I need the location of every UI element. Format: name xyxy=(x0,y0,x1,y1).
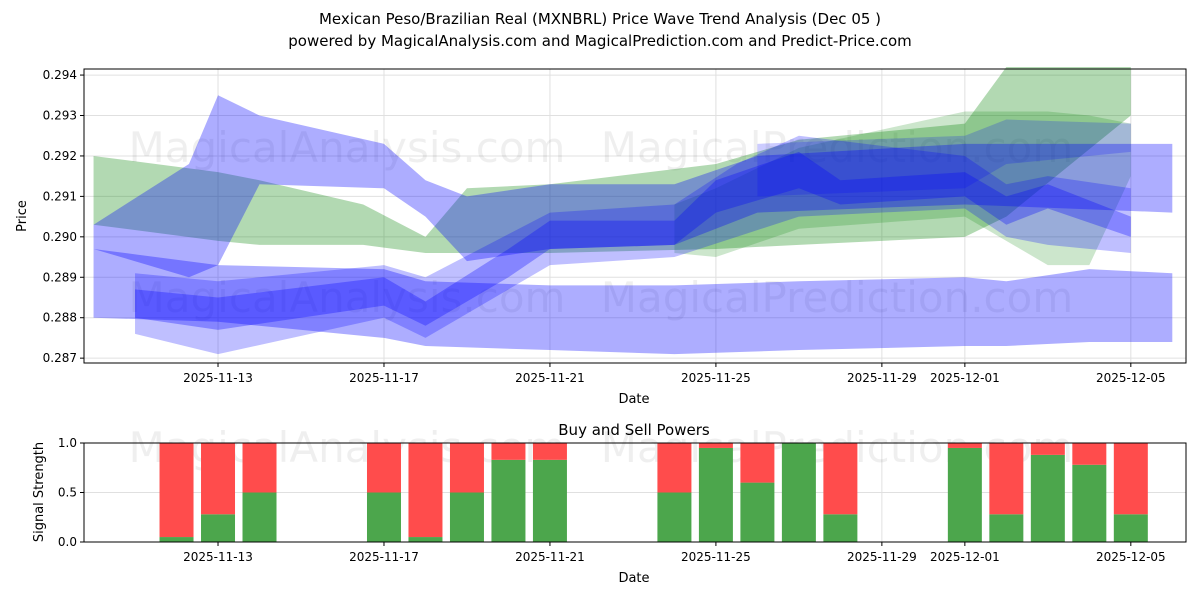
y-tick-label: 0.0 xyxy=(58,535,77,549)
x-tick-label: 2025-12-01 xyxy=(930,371,1000,385)
buy-bar xyxy=(159,537,194,542)
sell-bar xyxy=(989,443,1024,515)
x-tick-label: 2025-11-21 xyxy=(515,371,585,385)
sell-bar xyxy=(823,443,858,515)
sell-bar xyxy=(408,443,443,538)
buy-bar xyxy=(449,492,484,542)
watermark: MagicalPrediction.com xyxy=(601,123,1074,172)
y-tick-label: 0.291 xyxy=(43,189,77,203)
x-tick-label: 2025-12-05 xyxy=(1096,550,1166,564)
buy-bar xyxy=(947,447,982,542)
y-tick-label: 0.289 xyxy=(43,270,77,284)
buy-sell-title: Buy and Sell Powers xyxy=(558,421,710,439)
sell-bar xyxy=(532,443,567,460)
sell-bar xyxy=(159,443,194,538)
watermark: MagicalAnalysis.com xyxy=(129,123,566,172)
sell-bar xyxy=(491,443,526,460)
buy-bar xyxy=(201,514,236,542)
buy-bar xyxy=(1030,454,1065,542)
sell-bar xyxy=(449,443,484,493)
blue-wave-5-band xyxy=(757,119,1131,197)
x-tick-label: 2025-11-29 xyxy=(847,371,917,385)
buy-bar xyxy=(989,514,1024,542)
blue-wave-1-band xyxy=(93,95,1173,278)
sell-bar xyxy=(947,443,982,448)
buy-bar xyxy=(242,492,277,542)
x-tick-label: 2025-11-25 xyxy=(681,550,751,564)
sell-bar xyxy=(657,443,692,493)
sell-bar xyxy=(698,443,733,448)
y-axis-label: Price xyxy=(15,200,30,232)
watermark: MagicalPrediction.com xyxy=(601,273,1074,322)
x-tick-label: 2025-11-17 xyxy=(349,371,419,385)
buy-bar xyxy=(408,537,443,542)
sell-bar xyxy=(1072,443,1107,465)
y-tick-label: 0.288 xyxy=(43,311,77,325)
green-trend-2-band xyxy=(674,111,1131,266)
watermark: MagicalAnalysis.com xyxy=(129,273,566,322)
buy-bar xyxy=(532,459,567,542)
y-tick-label: 1.0 xyxy=(58,436,77,450)
buy-bar xyxy=(698,447,733,542)
x-tick-label: 2025-11-25 xyxy=(681,371,751,385)
chart-title: Mexican Peso/Brazilian Real (MXNBRL) Pri… xyxy=(318,10,882,28)
y-tick-label: 0.294 xyxy=(43,68,77,82)
sell-bar xyxy=(1030,443,1065,455)
buy-bar xyxy=(1113,514,1148,542)
x-tick-label: 2025-11-13 xyxy=(183,550,253,564)
sell-bar xyxy=(201,443,236,515)
buy-bar xyxy=(1072,464,1107,542)
y-tick-label: 0.287 xyxy=(43,351,77,365)
blue-wave-2-band xyxy=(93,248,1173,355)
y-tick-label: 0.292 xyxy=(43,149,77,163)
buy-bar xyxy=(781,443,816,542)
x-tick-label: 2025-11-17 xyxy=(349,550,419,564)
sell-bar xyxy=(740,443,775,483)
sell-bar xyxy=(366,443,401,493)
buy-bar xyxy=(657,492,692,542)
buy-bar xyxy=(491,459,526,542)
main-axes-frame xyxy=(83,68,1187,364)
x-axis-label: Date xyxy=(618,571,649,586)
sell-bar xyxy=(1113,443,1148,515)
x-axis-label: Date xyxy=(618,392,649,407)
x-tick-label: 2025-12-01 xyxy=(930,550,1000,564)
chart-subtitle: powered by MagicalAnalysis.com and Magic… xyxy=(288,32,912,50)
x-tick-label: 2025-12-05 xyxy=(1096,371,1166,385)
green-trend-1-band xyxy=(93,66,1131,254)
x-tick-label: 2025-11-21 xyxy=(515,550,585,564)
y-tick-label: 0.290 xyxy=(43,230,77,244)
y-axis-label: Signal Strength xyxy=(32,442,47,542)
blue-wave-4-band xyxy=(135,151,1131,330)
x-tick-label: 2025-11-29 xyxy=(847,550,917,564)
buy-bar xyxy=(740,482,775,542)
sell-bar xyxy=(242,443,277,493)
y-tick-label: 0.293 xyxy=(43,109,77,123)
buy-bar xyxy=(366,492,401,542)
y-tick-label: 0.5 xyxy=(58,486,77,500)
blue-wave-3-band xyxy=(135,135,1131,355)
buy-bar xyxy=(823,514,858,542)
x-tick-label: 2025-11-13 xyxy=(183,371,253,385)
